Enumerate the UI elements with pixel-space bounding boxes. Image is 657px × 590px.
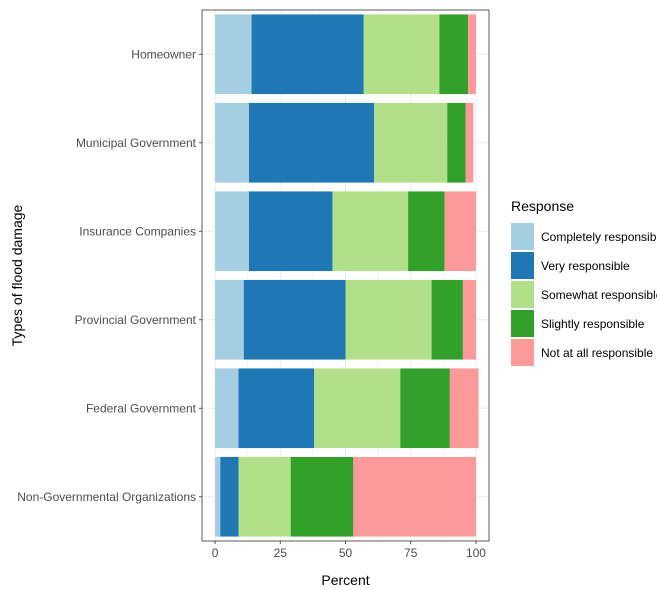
x-tick-label: 100	[466, 546, 486, 560]
bar-segment	[215, 279, 244, 360]
bar-segment	[449, 368, 479, 449]
plot-panel	[201, 9, 490, 542]
legend-label: Not at all responsible	[541, 346, 653, 360]
legend-swatch	[511, 339, 534, 366]
bar-segment	[215, 368, 239, 449]
x-axis-title: Percent	[321, 572, 369, 588]
legend-label: Very responsible	[541, 259, 630, 273]
legend-swatch	[511, 252, 534, 279]
legend-label: Slightly responsible	[541, 317, 645, 331]
legend-swatch	[511, 281, 534, 308]
y-tick-label: Non-Governmental Organizations	[17, 490, 196, 504]
bars	[215, 14, 479, 537]
bar-segment	[400, 368, 450, 449]
bar-segment	[462, 279, 476, 360]
y-tick-label: Homeowner	[131, 47, 196, 61]
bar-segment	[444, 191, 476, 272]
bar-segment	[439, 14, 469, 95]
bar-segment	[353, 456, 476, 537]
bar-segment	[431, 279, 463, 360]
y-axis: Homeowner Municipal Government Insurance C…	[17, 47, 202, 504]
x-tick-label: 0	[212, 546, 219, 560]
y-axis-title: Types of flood damage	[9, 204, 25, 346]
y-tick-label: Insurance Companies	[79, 224, 196, 238]
bar-segment	[220, 456, 239, 537]
bar-segment	[314, 368, 401, 449]
bar-segment	[215, 191, 249, 272]
bar-segment	[363, 14, 440, 95]
legend-title: Response	[511, 198, 574, 214]
bar-group	[215, 456, 476, 537]
bar-group	[215, 191, 476, 272]
legend-label: Somewhat responsible	[541, 288, 657, 302]
bar-segment	[345, 279, 432, 360]
x-tick-label: 25	[274, 546, 288, 560]
bar-segment	[238, 456, 291, 537]
bar-segment	[408, 191, 445, 272]
bar-segment	[215, 102, 249, 183]
bar-segment	[251, 14, 364, 95]
bar-segment	[243, 279, 346, 360]
bar-group	[215, 14, 476, 95]
bar-segment	[468, 14, 476, 95]
legend: Response Completely responsible Very resp…	[511, 198, 657, 366]
x-tick-label: 75	[404, 546, 418, 560]
legend-swatch	[511, 223, 534, 250]
bar-segment	[215, 456, 221, 537]
bar-segment	[248, 191, 333, 272]
bar-segment	[465, 102, 474, 183]
bar-segment	[374, 102, 448, 183]
bar-segment	[290, 456, 354, 537]
bar-group	[215, 102, 474, 183]
legend-swatch	[511, 310, 534, 337]
x-tick-label: 50	[339, 546, 353, 560]
y-tick-label: Provincial Government	[75, 313, 197, 327]
bar-segment	[215, 14, 252, 95]
bar-segment	[238, 368, 315, 449]
bar-segment	[248, 102, 375, 183]
bar-group	[215, 279, 476, 360]
bar-group	[215, 368, 479, 449]
legend-label: Completely responsible	[541, 230, 657, 244]
bar-segment	[447, 102, 466, 183]
y-tick-label: Municipal Government	[76, 136, 197, 150]
bar-segment	[332, 191, 409, 272]
y-tick-label: Federal Government	[86, 401, 197, 415]
x-axis: 0 25 50 75 100	[212, 541, 486, 560]
